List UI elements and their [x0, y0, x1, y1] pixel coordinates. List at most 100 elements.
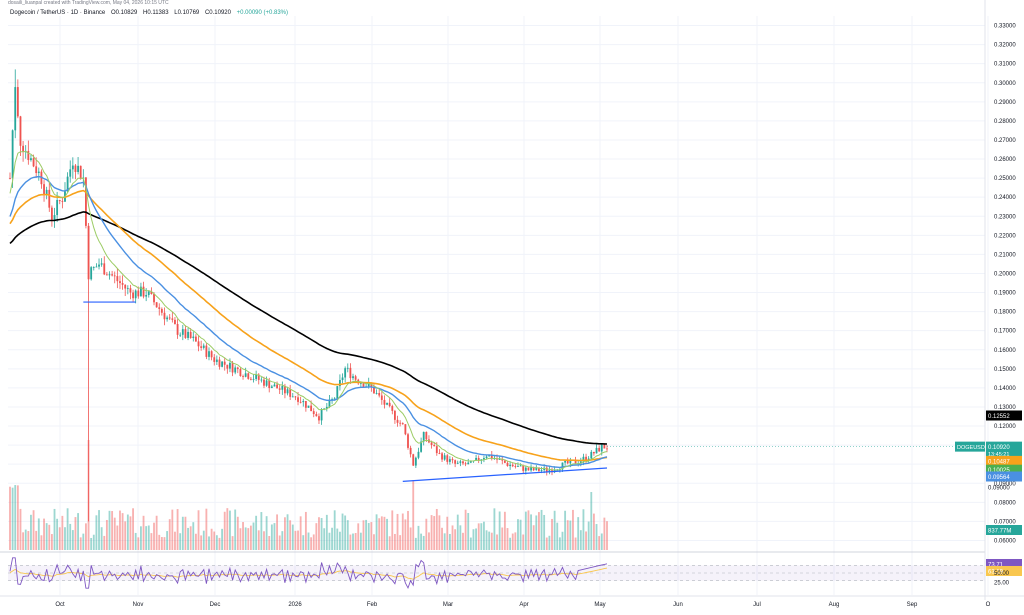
candle-body	[113, 275, 116, 277]
candle-body	[315, 414, 318, 417]
candle-body	[462, 461, 464, 464]
volume-bar	[538, 512, 540, 550]
volume-bar	[493, 508, 496, 550]
candle-body	[48, 189, 51, 208]
candle-body	[404, 424, 407, 435]
candle-body	[181, 329, 184, 335]
change-value: +0.00090 (+0.83%)	[236, 10, 289, 16]
candle-body	[92, 267, 95, 268]
volume-bar	[184, 516, 187, 550]
candle-body	[569, 459, 572, 464]
candle-body	[132, 292, 134, 299]
candle-body	[140, 286, 142, 297]
candle-body	[210, 351, 213, 358]
candle-body	[598, 447, 601, 452]
volume-bar	[606, 521, 608, 550]
candle-body	[527, 467, 530, 471]
candle-body	[223, 361, 226, 365]
candle-body	[56, 200, 59, 216]
candle-body	[257, 374, 260, 380]
candle-body	[116, 276, 119, 282]
time-tick-label: May	[594, 602, 605, 608]
candle-body	[600, 444, 603, 452]
volume-bar	[336, 528, 339, 550]
volume-bar	[132, 508, 134, 550]
candle-body	[155, 302, 158, 308]
volume-bar	[105, 519, 108, 550]
candle-body	[506, 462, 509, 467]
candle-body	[561, 462, 564, 470]
candle-body	[163, 312, 166, 320]
candle-body	[126, 288, 129, 290]
volume-bar	[558, 537, 561, 550]
volume-bar	[273, 523, 276, 550]
candle-body	[19, 116, 22, 146]
volume-bar	[281, 531, 284, 550]
candle-body	[414, 457, 417, 466]
price-axis[interactable]: 0.33000 0.32000 0.31000 0.30000 0.29000 0.280…	[984, 0, 1016, 600]
price-tick-label: 0.27000	[994, 138, 1016, 144]
candle-body	[475, 457, 477, 461]
rsi-level-label: 25.00	[994, 581, 1010, 587]
symbol-title[interactable]: Dogecoin / TetherUS · 1D · Binance	[10, 10, 106, 16]
volume-bar	[45, 523, 48, 550]
price-tick-label: 0.08000	[994, 500, 1016, 506]
volume-bar	[506, 528, 509, 550]
time-tick-label: Nov	[133, 602, 144, 608]
volume-bar	[58, 527, 61, 550]
candle-body	[509, 464, 512, 467]
volume-bar	[147, 525, 150, 550]
candle-body	[451, 459, 454, 461]
volume-bar	[401, 513, 404, 550]
volume-bar	[530, 514, 532, 550]
volume-bar	[404, 519, 407, 550]
volume-bar	[90, 537, 93, 550]
volume-bar	[289, 520, 292, 550]
candle-body	[202, 345, 205, 348]
volume-bar	[210, 528, 213, 550]
volume-bar	[35, 530, 38, 550]
candle-body	[302, 401, 305, 403]
volume-bar	[294, 530, 297, 550]
volume-bar	[249, 525, 252, 550]
volume-bar	[160, 537, 163, 550]
last-price-bg	[986, 441, 1022, 459]
volume-bar	[469, 537, 472, 550]
candle-body	[346, 367, 349, 369]
volume-bar	[66, 508, 69, 550]
ma100-line	[9, 189, 608, 462]
volume-bar	[409, 527, 412, 550]
candle-body	[514, 466, 517, 467]
price-tick-label: 0.31000	[994, 62, 1016, 68]
candle-body	[606, 448, 608, 450]
volume-bar	[459, 525, 462, 550]
candle-body	[103, 263, 106, 275]
time-axis[interactable]: Oct Nov Dec 2026 Feb Mar Apr May Jun Jul Aug Sep O	[0, 595, 1024, 608]
price-tick-label: 0.25000	[994, 176, 1016, 182]
candle-body	[344, 368, 347, 378]
candle-body	[265, 380, 268, 386]
volume-bar	[598, 536, 601, 550]
ma200-value-label: 0.12552	[988, 414, 1010, 420]
volume-bar	[352, 533, 354, 550]
candle-body	[585, 456, 587, 461]
candle-body	[231, 362, 234, 373]
volume-bar	[265, 516, 268, 550]
candle-body	[307, 405, 310, 408]
volume-bar	[435, 508, 438, 550]
ma50-value-label-bg	[986, 471, 1022, 482]
volume-bar	[9, 486, 11, 550]
volume-bar	[252, 522, 255, 550]
volume-bar	[354, 533, 357, 550]
volume-bar	[194, 533, 197, 550]
candle-body	[417, 451, 420, 458]
candle-body	[189, 331, 192, 339]
volume-bar	[37, 518, 40, 550]
volume-bar	[56, 518, 59, 550]
candle-body	[27, 150, 30, 161]
volume-bar	[438, 515, 441, 550]
volume-bar	[98, 510, 100, 550]
volume-bar	[587, 521, 590, 550]
candle-body	[9, 178, 11, 179]
